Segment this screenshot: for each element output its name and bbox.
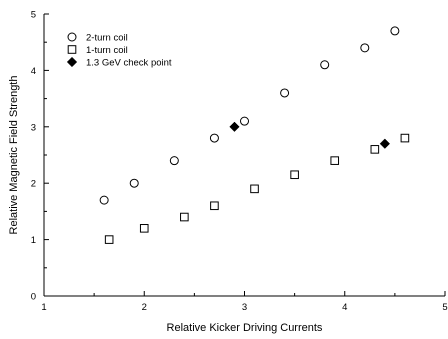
data-point-series-2 xyxy=(250,184,259,194)
y-tick-label: 5 xyxy=(31,10,36,21)
x-tick-label: 3 xyxy=(242,302,247,313)
data-point-series-3 xyxy=(379,138,391,149)
data-point-series-1 xyxy=(390,26,400,36)
data-point-series-1 xyxy=(280,88,290,98)
x-axis-ticks: 1 2 3 4 5 xyxy=(41,291,448,313)
legend-marker-3 xyxy=(66,56,78,68)
x-tick-label: 5 xyxy=(442,302,447,313)
y-tick-label: 2 xyxy=(31,179,36,190)
data-points xyxy=(99,26,410,244)
data-point-series-2 xyxy=(180,212,189,222)
y-axis-label: Relative Magnetic Field Strength xyxy=(8,76,20,235)
data-point-series-2 xyxy=(290,170,299,180)
legend-label-2: 1-turn coil xyxy=(86,45,128,56)
y-axis-ticks: 0 1 2 3 4 5 xyxy=(31,10,49,303)
data-point-series-1 xyxy=(209,133,219,143)
data-point-series-2 xyxy=(210,201,219,211)
y-tick-label: 4 xyxy=(31,66,36,77)
data-point-series-1 xyxy=(360,43,370,53)
legend-label-3: 1.3 GeV check point xyxy=(86,58,172,69)
data-point-series-2 xyxy=(330,156,340,165)
x-tick-label: 2 xyxy=(142,302,147,313)
data-point-series-1 xyxy=(320,60,330,70)
data-point-series-1 xyxy=(169,156,179,166)
data-point-series-2 xyxy=(104,235,114,244)
legend-marker-2 xyxy=(67,45,77,54)
data-point-series-2 xyxy=(139,224,149,233)
x-tick-label: 4 xyxy=(342,302,347,313)
y-tick-label: 0 xyxy=(31,292,36,303)
data-point-series-3 xyxy=(229,121,240,132)
data-point-series-2 xyxy=(400,133,410,143)
data-point-series-1 xyxy=(99,195,109,205)
data-point-series-1 xyxy=(240,116,249,126)
data-point-series-2 xyxy=(370,145,380,154)
data-point-series-1 xyxy=(129,178,139,188)
x-tick-label: 1 xyxy=(41,302,46,313)
legend-marker-1 xyxy=(67,32,77,42)
axes xyxy=(43,14,445,297)
legend-label-1: 2-turn coil xyxy=(86,33,128,44)
y-tick-label: 3 xyxy=(31,122,36,133)
y-tick-label: 1 xyxy=(31,235,36,246)
x-axis-label: Relative Kicker Driving Currents xyxy=(167,322,323,334)
